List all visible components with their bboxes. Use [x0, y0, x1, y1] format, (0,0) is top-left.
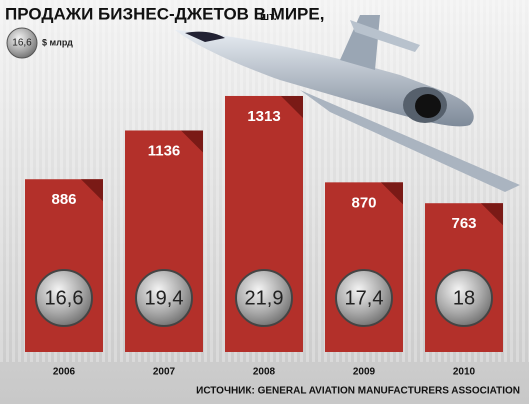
x-tick-label: 2007: [153, 367, 176, 378]
legend-sample: 16,6: [12, 38, 32, 49]
source: ИСТОЧНИК: GENERAL AVIATION MANUFACTURERS…: [196, 386, 520, 397]
bar-value-label: 1313: [247, 108, 280, 125]
bar-value-label: 1136: [148, 142, 181, 159]
bar-value-label: 763: [451, 215, 476, 232]
x-tick-label: 2006: [53, 367, 76, 378]
chart-subtitle: шт.: [260, 11, 277, 23]
x-tick-label: 2010: [453, 367, 476, 378]
legend-marker: [6, 27, 38, 59]
ball-label: 21,9: [245, 287, 284, 309]
value-ball: [435, 269, 493, 327]
legend-label: $ млрд: [42, 37, 73, 47]
bar-fold: [481, 203, 503, 226]
value-ball: [235, 269, 293, 327]
ball-label: 19,4: [145, 287, 184, 309]
bar-value-label: 886: [51, 191, 76, 208]
ball-label: 17,4: [345, 287, 384, 309]
value-ball: [135, 269, 193, 327]
bar-fold: [81, 179, 103, 202]
ball-label: 18: [453, 287, 475, 309]
x-tick-label: 2008: [253, 367, 276, 378]
bar-fold: [181, 130, 203, 153]
chart-title: ПРОДАЖИ БИЗНЕС-ДЖЕТОВ В МИРЕ,: [5, 4, 324, 23]
jet-illustration: [175, 15, 520, 192]
value-ball: [335, 269, 393, 327]
bar-value-label: 870: [351, 194, 376, 211]
ball-label: 16,6: [45, 287, 84, 309]
bar-fold: [281, 95, 303, 118]
value-ball: [35, 269, 93, 327]
bar-fold: [381, 182, 403, 205]
x-tick-label: 2009: [353, 367, 376, 378]
